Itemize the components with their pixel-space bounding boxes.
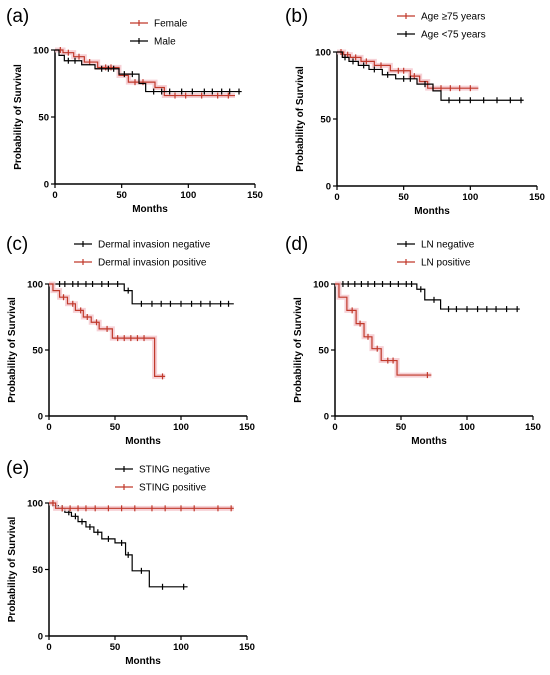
legend-entry: Dermal invasion negative — [98, 240, 211, 251]
x-axis-title: Months — [125, 656, 161, 667]
series-line — [49, 503, 188, 587]
y-axis-title: Probability of Survival — [295, 66, 306, 172]
x-tick-label: 50 — [110, 422, 121, 433]
x-tick-label: 50 — [110, 642, 121, 653]
y-tick-label: 50 — [32, 346, 43, 357]
legend-entry: Age ≥75 years — [421, 12, 485, 23]
x-axis-title: Months — [411, 436, 447, 447]
x-tick-label: 150 — [247, 190, 263, 201]
x-axis-title: Months — [125, 436, 161, 447]
panel-1: (a) 0 50 100 150 0 50 100 Months Probability of S… — [6, 6, 263, 215]
x-tick-label: 0 — [332, 422, 337, 433]
y-tick-label: 100 — [27, 280, 43, 291]
x-tick-label: 50 — [398, 192, 409, 203]
x-tick-label: 150 — [239, 422, 255, 433]
y-tick-label: 0 — [38, 632, 43, 643]
series-band — [49, 503, 234, 508]
x-tick-label: 150 — [239, 642, 255, 653]
series-2 — [335, 284, 431, 378]
y-tick-label: 100 — [315, 48, 331, 59]
series-1 — [55, 47, 235, 99]
y-tick-label: 0 — [44, 180, 49, 191]
x-tick-label: 100 — [459, 422, 475, 433]
panel-label: (b) — [285, 6, 308, 27]
panel-label: (c) — [6, 234, 28, 255]
y-axis-title: Probability of Survival — [293, 297, 304, 403]
panel-2: (b) 0 50 100 150 0 50 100 Months Probability of S… — [285, 6, 545, 217]
x-tick-label: 50 — [116, 190, 127, 201]
x-tick-label: 0 — [334, 192, 339, 203]
y-tick-label: 0 — [326, 182, 331, 193]
series-1 — [335, 281, 520, 312]
x-axis-title: Months — [414, 206, 450, 217]
legend-entry: STING negative — [139, 465, 211, 476]
legend: Dermal invasion negative Dermal invasion … — [74, 240, 211, 269]
legend: Female Male — [130, 19, 188, 48]
x-tick-label: 100 — [173, 642, 189, 653]
x-tick-label: 0 — [52, 190, 57, 201]
panel-4: (d) 0 50 100 150 0 50 100 Months Probability of S… — [285, 234, 541, 447]
panel-label: (d) — [285, 234, 308, 255]
y-tick-label: 50 — [32, 565, 43, 576]
legend: LN negative LN positive — [397, 240, 475, 269]
series-2 — [49, 284, 165, 379]
legend-entry: LN positive — [421, 258, 471, 269]
series-1 — [49, 503, 188, 590]
x-tick-label: 100 — [180, 190, 196, 201]
legend-entry: Female — [154, 19, 188, 30]
y-axis-title: Probability of Survival — [7, 516, 18, 622]
legend-entry: Dermal invasion positive — [98, 258, 207, 269]
legend-entry: Male — [154, 37, 176, 48]
y-tick-label: 0 — [324, 412, 329, 423]
series-2 — [49, 500, 234, 511]
series-line — [335, 284, 520, 309]
series-line — [55, 50, 235, 96]
y-tick-label: 100 — [27, 499, 43, 510]
x-tick-label: 100 — [462, 192, 478, 203]
y-axis-title: Probability of Survival — [13, 64, 24, 170]
y-tick-label: 100 — [33, 46, 49, 57]
y-tick-label: 0 — [38, 412, 43, 423]
panel-3: (c) 0 50 100 150 0 50 100 Months Probability of S… — [6, 234, 255, 447]
x-axis-title: Months — [132, 204, 168, 215]
y-tick-label: 100 — [313, 280, 329, 291]
x-tick-label: 0 — [46, 642, 51, 653]
legend-entry: STING positive — [139, 483, 207, 494]
x-tick-label: 50 — [396, 422, 407, 433]
x-tick-label: 150 — [525, 422, 541, 433]
legend: Age ≥75 years Age <75 years — [397, 12, 486, 41]
legend-entry: LN negative — [421, 240, 475, 251]
series-band — [335, 284, 431, 375]
series-1 — [337, 49, 478, 91]
x-tick-label: 150 — [529, 192, 545, 203]
x-tick-label: 0 — [46, 422, 51, 433]
panel-5: (e) 0 50 100 150 0 50 100 Months Probability of S… — [6, 458, 255, 667]
panel-label: (e) — [6, 458, 29, 479]
panel-label: (a) — [6, 6, 29, 27]
y-tick-label: 50 — [318, 346, 329, 357]
legend: STING negative STING positive — [115, 465, 211, 494]
y-axis-title: Probability of Survival — [7, 297, 18, 403]
x-tick-label: 100 — [173, 422, 189, 433]
y-tick-label: 50 — [38, 113, 49, 124]
legend-entry: Age <75 years — [421, 30, 486, 41]
y-tick-label: 50 — [320, 115, 331, 126]
